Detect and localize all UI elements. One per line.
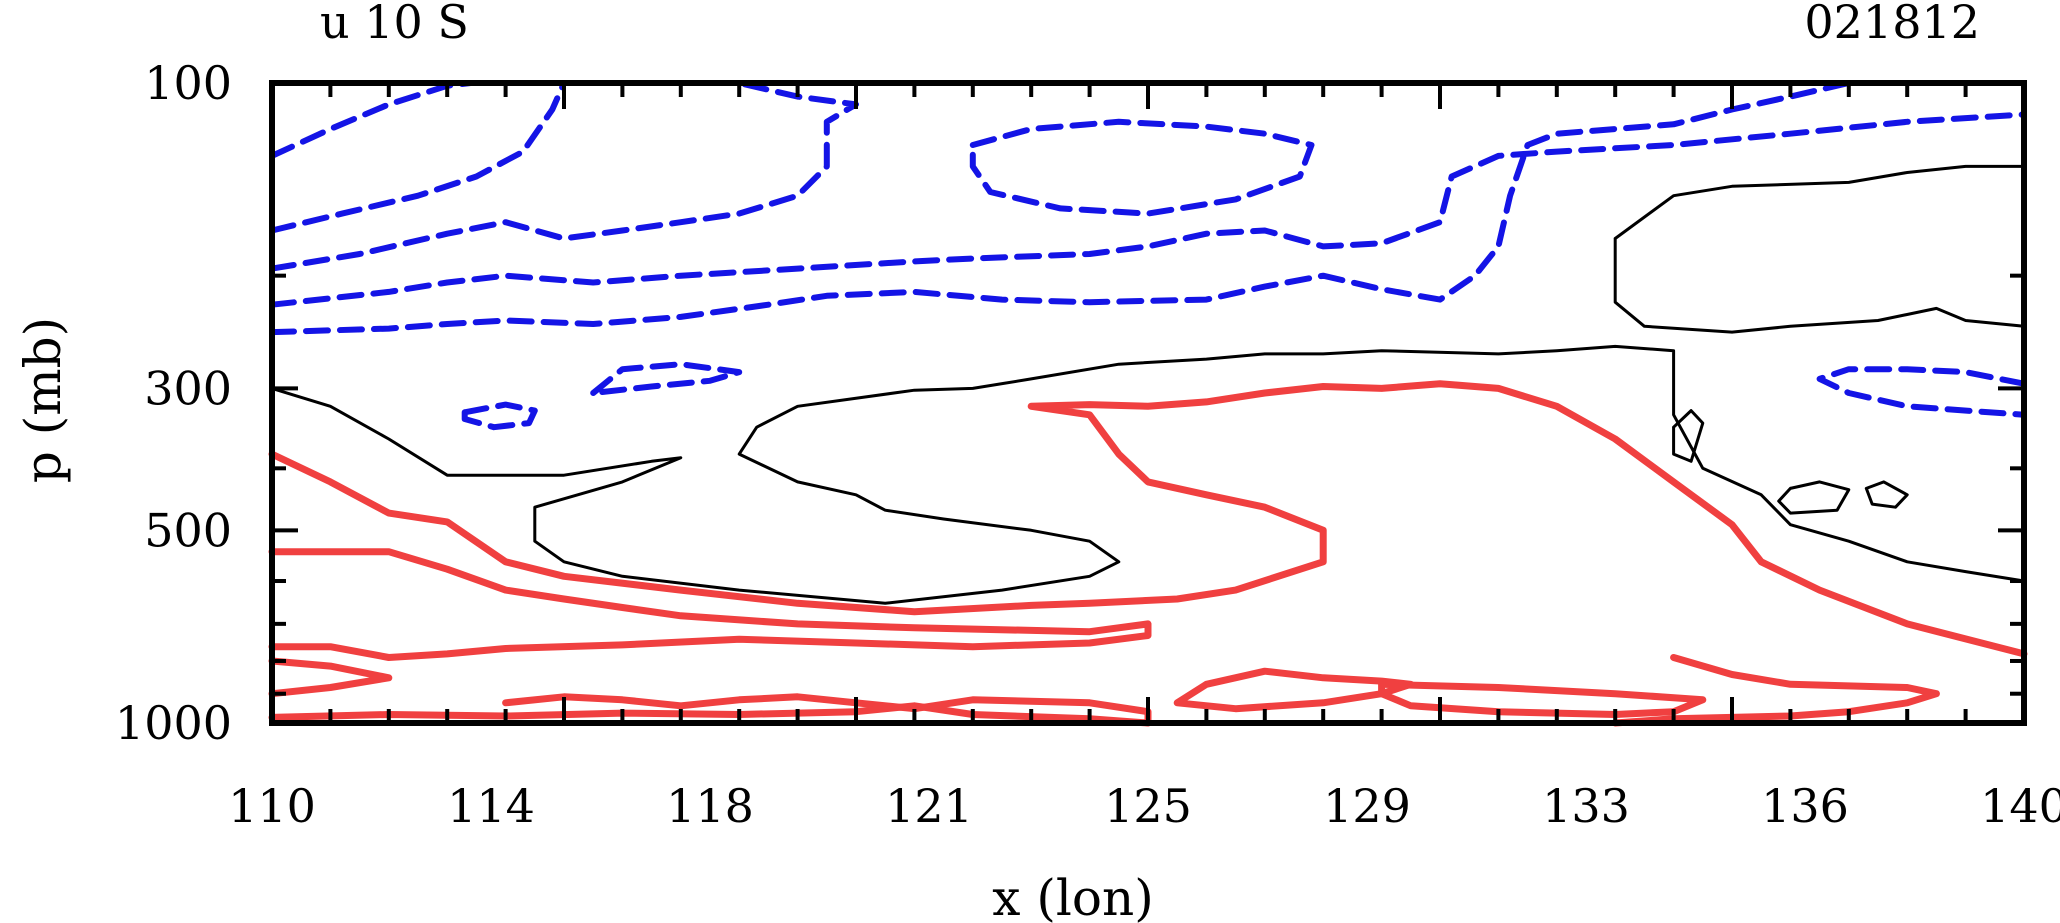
y-tick-label: 100: [144, 56, 232, 110]
contour-negative-0: [269, 80, 474, 159]
contour-negative-1: [269, 80, 567, 234]
contour-zero-1: [1613, 164, 2026, 334]
contour-negative-6: [461, 401, 538, 431]
x-tick-label: 129: [1323, 779, 1411, 833]
y-axis-title: p (mb): [14, 317, 72, 483]
contour-negative-3: [269, 111, 2027, 308]
x-tick-label: 110: [228, 779, 316, 833]
contour-negative-8: [1816, 366, 2027, 418]
x-tick-label: 125: [1104, 779, 1192, 833]
contour-negative-7: [969, 118, 1315, 217]
chart-title-left: u 10 S: [320, 0, 469, 49]
contour-zero-3: [1777, 480, 1851, 515]
x-tick-label: 114: [447, 779, 535, 833]
contour-zero-4: [1864, 480, 1909, 509]
x-tick-label: 121: [885, 779, 973, 833]
chart-title-right: 021812: [1804, 0, 1980, 49]
contour-zero-0: [270, 344, 2026, 605]
x-tick-label: 118: [666, 779, 754, 833]
y-tick-label: 500: [144, 503, 232, 557]
y-tick-label: 1000: [115, 696, 232, 750]
contour-negative-5: [590, 361, 743, 396]
contour-negative-4: [269, 80, 1852, 336]
contour-positive-5: [1378, 680, 1707, 718]
contour-negative-2: [269, 80, 859, 272]
contour-positive-1: [268, 548, 1152, 661]
contour-zero-2: [1672, 409, 1705, 463]
x-tick-label: 136: [1761, 779, 1849, 833]
contour-positive-0: [268, 380, 2028, 658]
contour-positive-2: [268, 657, 393, 698]
x-axis-title: x (lon): [992, 869, 1153, 923]
contour-positive-4: [1173, 667, 1415, 713]
x-tick-label: 133: [1542, 779, 1630, 833]
contour-positive-3: [502, 693, 1152, 727]
x-tick-label: 140: [1980, 779, 2060, 833]
contour-lines: [268, 80, 2028, 727]
axis-tick-labels: 110 114 118 121 125 129 133 136 140 100 300 500 1000: [115, 56, 2060, 833]
plot-frame: [269, 80, 2027, 726]
y-tick-label: 300: [144, 361, 232, 415]
